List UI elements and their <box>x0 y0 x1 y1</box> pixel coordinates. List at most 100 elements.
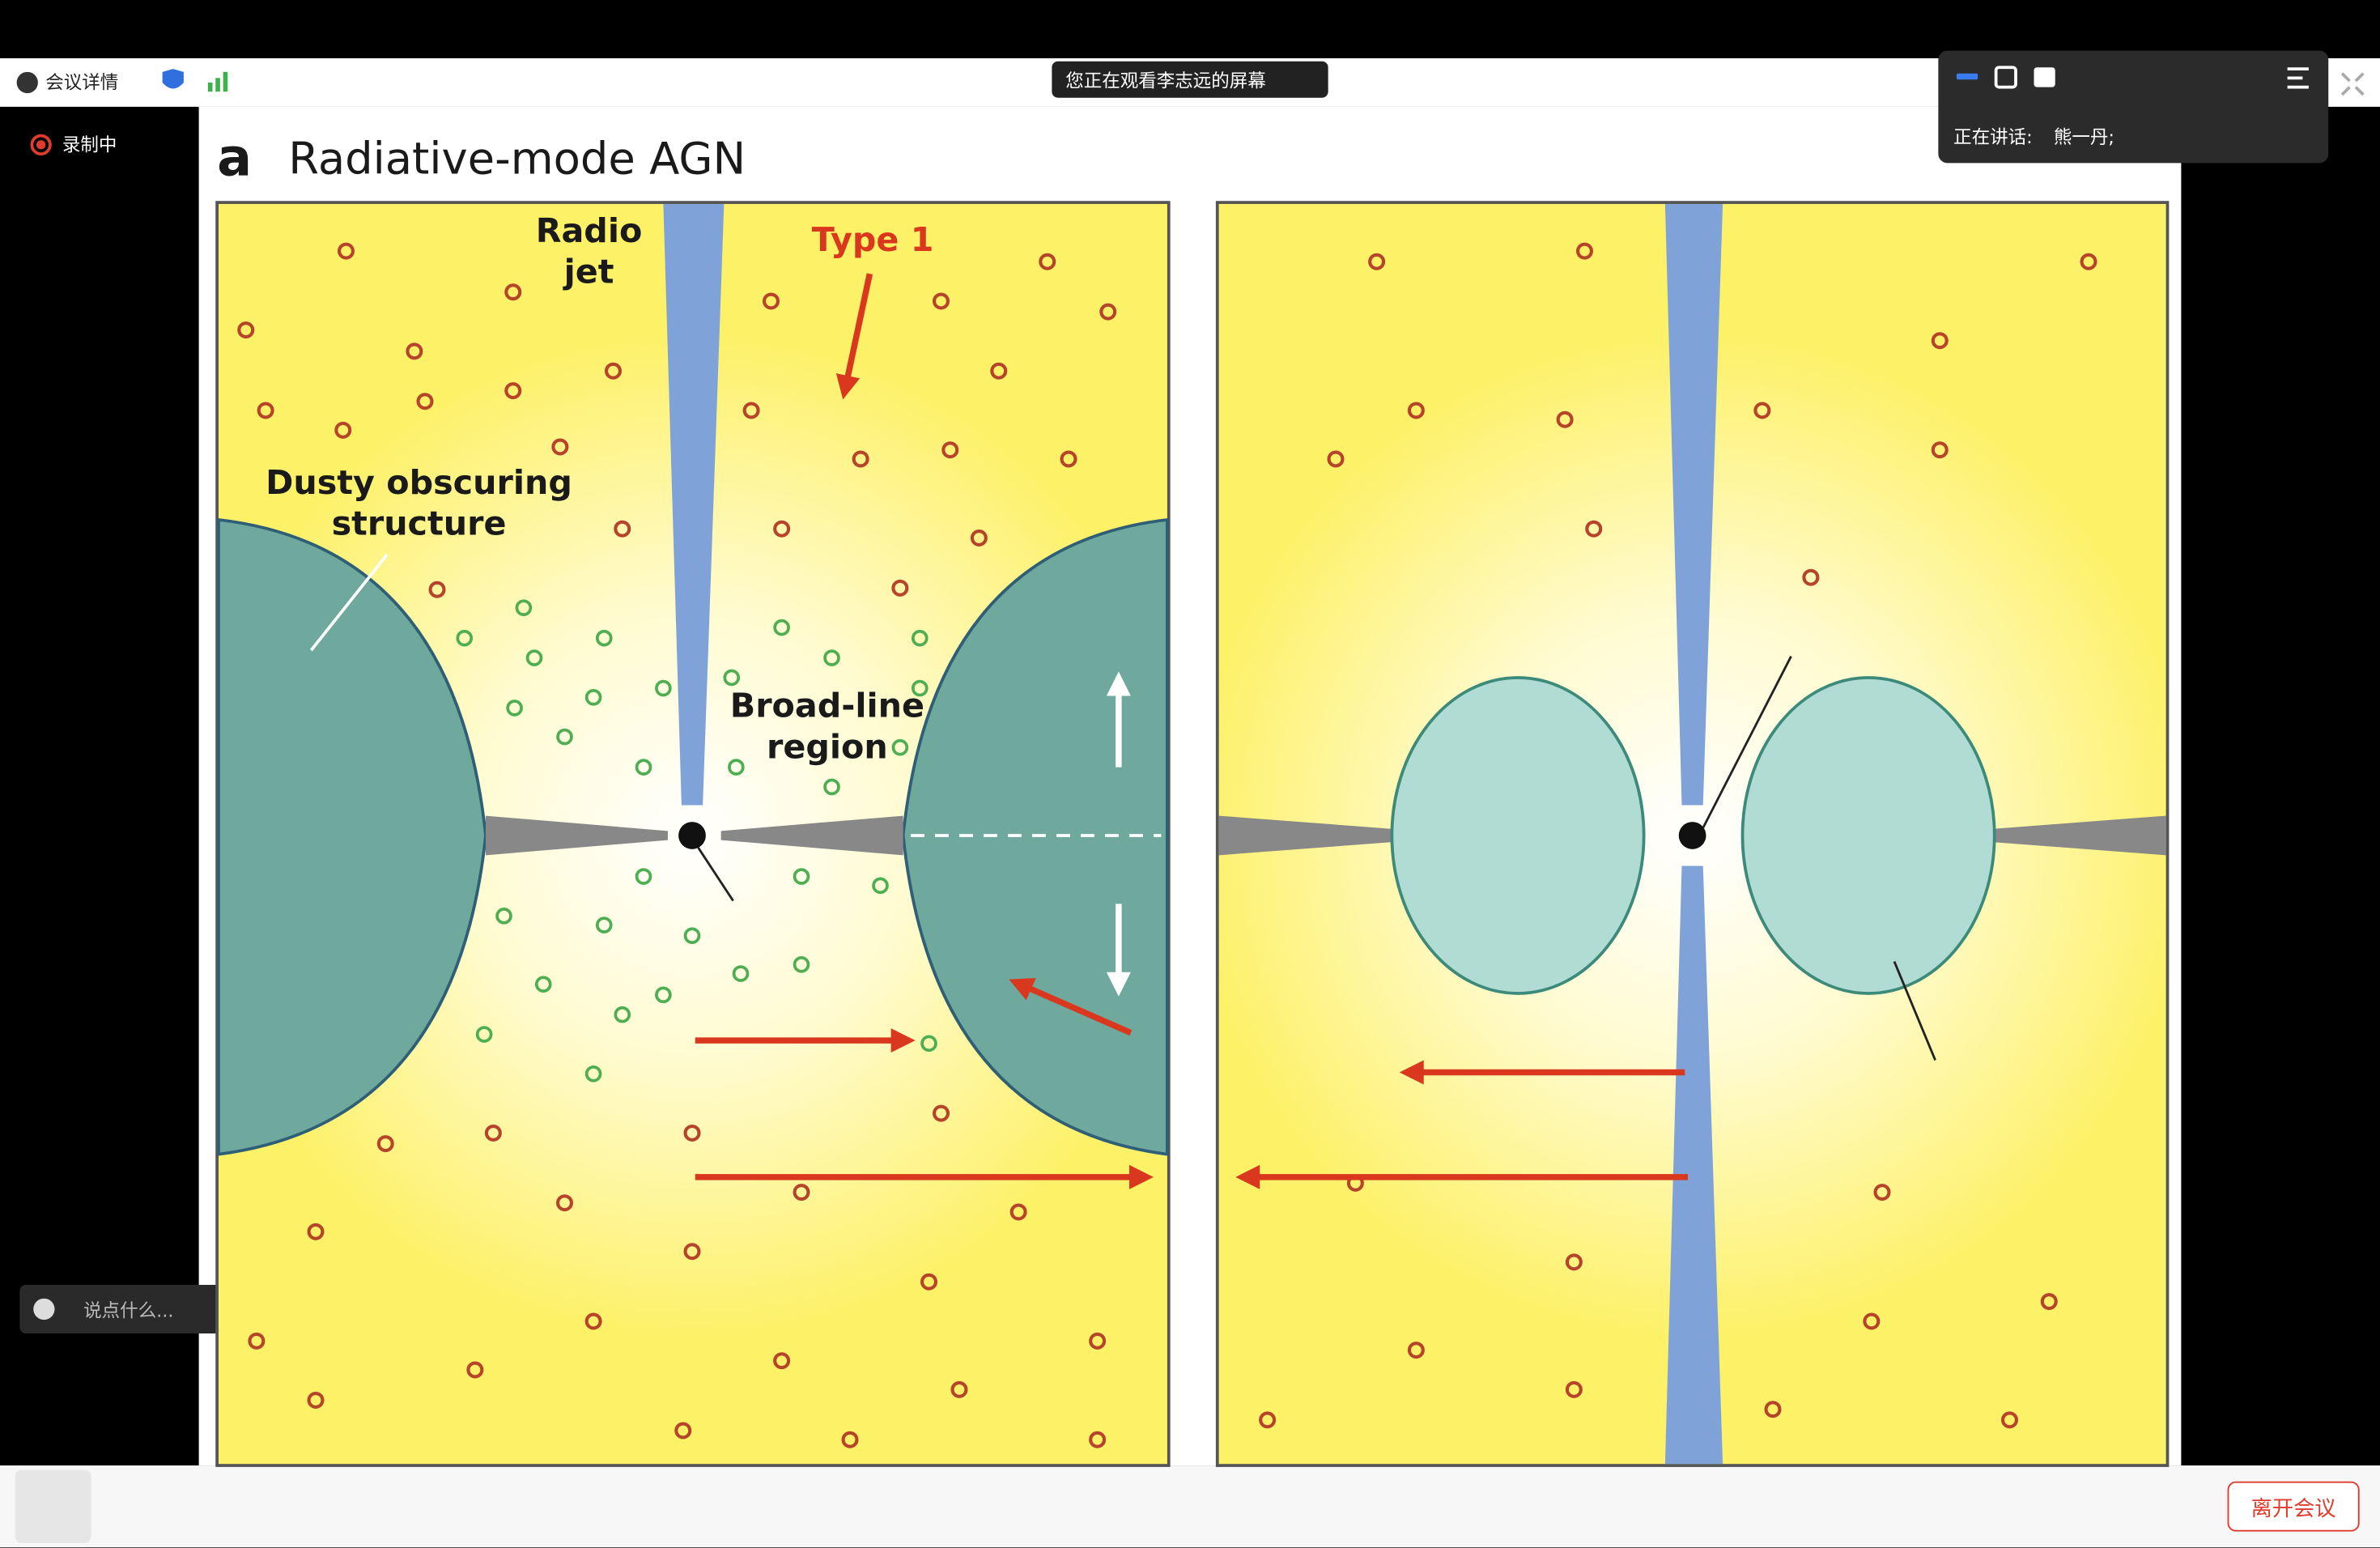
cloud-dot <box>338 242 355 260</box>
exit-fullscreen[interactable] <box>2340 72 2365 96</box>
disk-left <box>1218 815 1420 856</box>
speaking-label: 正在讲话: <box>1953 127 2033 148</box>
cloud-dot <box>823 778 840 796</box>
cloud-dot <box>793 956 810 973</box>
cloud-dot <box>406 342 423 360</box>
cloud-dot <box>515 599 533 616</box>
cloud-dot <box>466 1361 484 1379</box>
cloud-dot <box>1407 1342 1425 1359</box>
cloud-dot <box>793 868 810 885</box>
cloud-dot <box>1873 1184 1891 1201</box>
emoji-icon[interactable] <box>33 1298 55 1320</box>
security-icon[interactable] <box>162 69 184 89</box>
panel-b <box>1215 201 2170 1467</box>
viewing-text: 您正在观看李志远的屏幕 <box>1065 71 1266 92</box>
cloud-dot <box>506 700 523 717</box>
black-hole <box>1678 822 1706 849</box>
chat-input[interactable] <box>19 1284 254 1333</box>
dusty-left <box>217 517 487 1156</box>
cloud-dot <box>614 520 631 538</box>
meeting-info[interactable]: 会议详情 <box>45 72 118 93</box>
leave-button[interactable] <box>2227 1481 2360 1532</box>
label: Broad-line <box>730 687 924 725</box>
disk-left <box>486 815 668 856</box>
info-icon[interactable] <box>16 71 38 94</box>
cloud-dot <box>723 669 741 687</box>
leave-label: 离开会议 <box>2251 1497 2336 1521</box>
viewing-banner[interactable] <box>1052 61 1328 98</box>
cloud-dot <box>823 649 840 666</box>
black-hole <box>678 822 706 849</box>
cloud-dot <box>2040 1293 2058 1311</box>
cloud-dot <box>1753 402 1771 419</box>
cloud-dot <box>614 1006 631 1023</box>
menu-icon[interactable] <box>2287 67 2309 89</box>
cloud-dot <box>1039 253 1056 270</box>
cloud-dot <box>852 450 869 468</box>
cloud-dot <box>773 520 791 538</box>
cloud-dot <box>307 1223 325 1240</box>
cloud-dot <box>534 976 552 993</box>
cloud-dot <box>970 529 988 546</box>
cloud-dot <box>595 629 613 647</box>
chat-placeholder: 说点什么... <box>83 1300 173 1321</box>
label: Radio <box>536 211 643 250</box>
cloud-dot <box>584 689 602 706</box>
cloud-dot <box>990 362 1008 380</box>
cloud-dot <box>1764 1401 1782 1418</box>
cloud-dot <box>1556 410 1574 428</box>
pointer <box>697 847 734 902</box>
label: Type 1 <box>812 220 934 259</box>
disk-right <box>720 815 903 856</box>
cloud-dot <box>920 1273 937 1291</box>
cloud-dot <box>428 580 446 598</box>
cloud-dot <box>635 759 652 776</box>
cloud-dot <box>872 877 889 895</box>
type2-arrow <box>1009 977 1133 1036</box>
pointer <box>309 553 389 652</box>
cloud-dot <box>950 1380 968 1398</box>
cloud-dot <box>1060 450 1077 468</box>
toolbar <box>0 1465 2380 1548</box>
radio-jet <box>1664 865 1723 1465</box>
cloud-dot <box>1576 242 1593 260</box>
signal-icon <box>207 82 213 92</box>
adaf-right <box>1740 676 1996 995</box>
panel-letter: a <box>217 128 252 188</box>
cloud-dot <box>605 362 622 380</box>
cloud-dot <box>1368 253 1386 270</box>
panel-title: Radiative-mode AGN <box>288 133 746 184</box>
cloud-dot <box>551 438 569 456</box>
cloud-dot <box>376 1135 394 1153</box>
cloud-dot <box>1802 568 1820 586</box>
cloud-dot <box>257 402 274 419</box>
cloud-dot <box>1009 1203 1027 1221</box>
pointer <box>1702 656 1792 829</box>
cloud-dot <box>732 965 750 982</box>
cloud-dot <box>1585 520 1603 538</box>
cloud-dot <box>237 321 255 339</box>
cloud-dot <box>595 916 613 933</box>
radio-jet <box>1664 203 1723 806</box>
cloud-dot <box>635 868 652 885</box>
cloud-dot <box>891 579 909 597</box>
label: Dusty obscuring <box>266 463 572 502</box>
cloud-dot <box>456 629 474 647</box>
view-icon[interactable] <box>1956 73 1978 80</box>
recording-label: 录制中 <box>62 134 117 155</box>
view-icon[interactable] <box>1994 66 2017 89</box>
speaker-name: 熊一丹; <box>2054 127 2114 148</box>
cloud-dot <box>891 738 909 756</box>
cloud-dot <box>248 1332 266 1350</box>
cloud-dot <box>920 1035 937 1053</box>
cloud-dot <box>911 679 929 697</box>
audio-button-bg <box>15 1469 91 1543</box>
view-icon[interactable] <box>2034 67 2055 87</box>
cloud-dot <box>1565 1253 1583 1271</box>
cloud-dot <box>683 927 701 944</box>
radio-jet <box>663 203 725 806</box>
signal-icon <box>223 71 228 92</box>
cloud-dot <box>556 1194 573 1212</box>
